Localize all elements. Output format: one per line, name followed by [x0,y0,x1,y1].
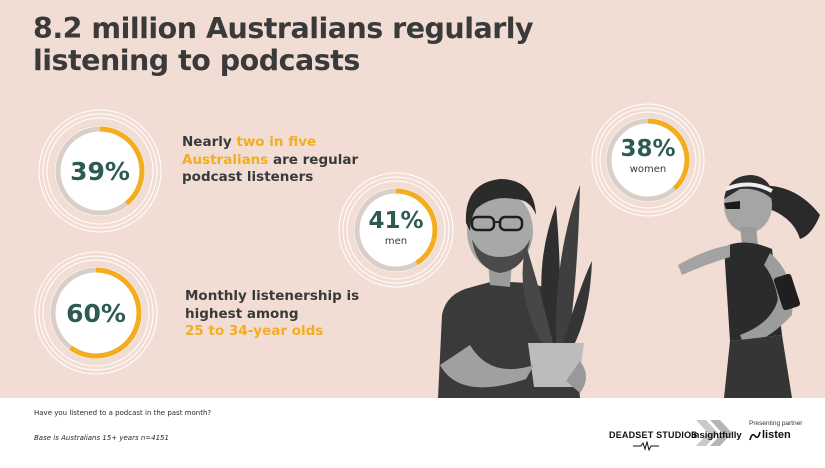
stat-label-men: men [385,236,407,247]
stat-text-regular: Nearly two in five Australians are regul… [182,134,358,187]
man-with-plant-photo [438,179,592,398]
woman-running-photo [678,175,820,398]
stat-text-monthly-highlight: 25 to 34-year olds [185,323,324,339]
stat-text-regular-pre: Nearly [182,134,237,150]
stat-ring-men: 41% men [338,172,454,288]
stat-text-regular-post: are regular [268,151,359,168]
stat-text-regular-highlight-2: Australians [182,151,269,168]
stat-value-men: 41% [368,208,423,234]
stat-text-regular-highlight-1: two in five [236,134,317,150]
stat-label-women: women [630,164,667,175]
stat-value-women: 38% [620,136,675,162]
stat-text-monthly-line-1: Monthly listenership is [185,288,360,304]
stat-ring-women: 38% women [591,103,705,217]
page-title: 8.2 million Australians regularly listen… [33,12,534,77]
stat-ring-monthly: 60% [34,251,158,375]
stat-text-monthly: Monthly listenership is highest among 25… [185,288,359,341]
title-line-2: listening to podcasts [33,44,360,77]
abc-listen-logo: listen [762,429,791,441]
deadset-studios-logo: DEADSET STUDIOS [609,430,698,440]
chevron-arrows-icon [696,420,732,446]
stat-value-monthly: 60% [66,299,126,328]
stat-text-monthly-line-2: highest among [185,305,299,322]
insightfully-logo: Insightfully [691,430,742,441]
footer-base-note: Base is Australians 15+ years n=4151 [34,434,169,442]
stat-value-regular: 39% [70,157,130,186]
footer-question: Have you listened to a podcast in the pa… [34,409,212,417]
waveform-icon [633,441,659,451]
stat-text-regular-line-3: podcast listeners [182,169,314,185]
title-line-1: 8.2 million Australians regularly [33,12,534,45]
abc-logo-icon [749,431,761,441]
presenting-partner-label: Presenting partner [749,420,803,427]
stat-ring-regular: 39% [38,109,162,233]
